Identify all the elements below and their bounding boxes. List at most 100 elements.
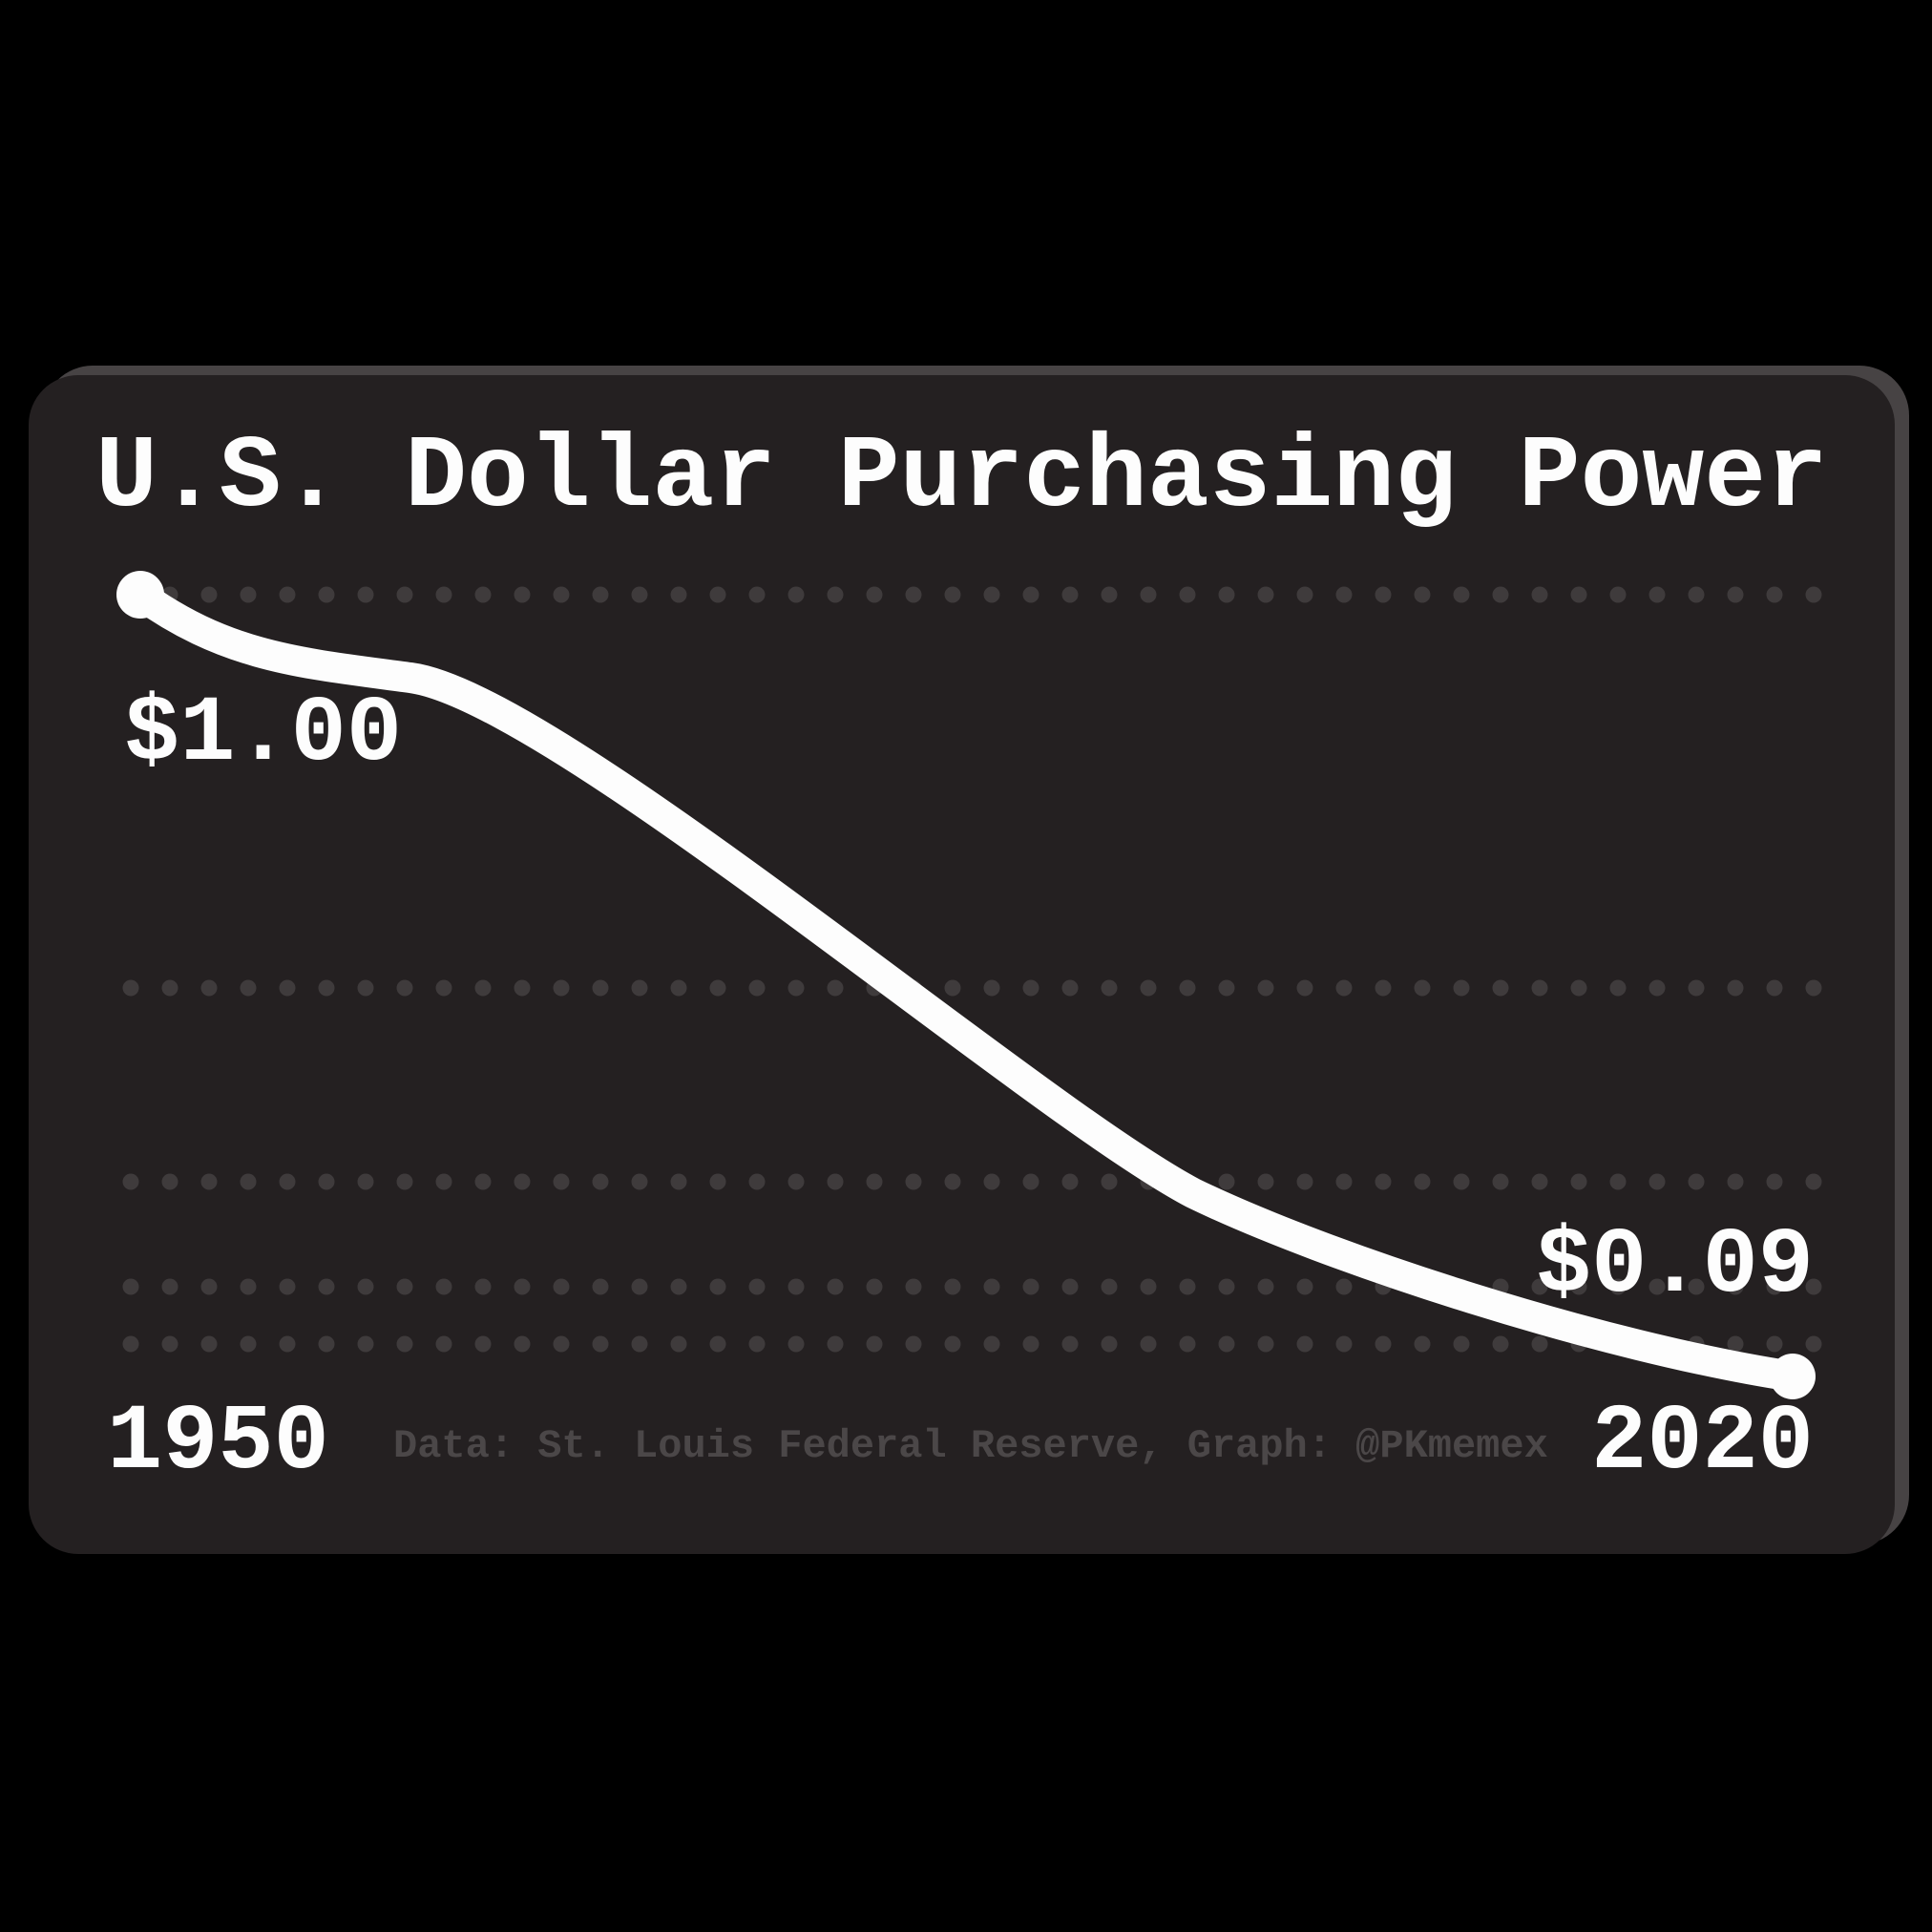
grid-dot: [1140, 586, 1157, 603]
grid-dot: [1727, 1278, 1744, 1295]
grid-dot: [1414, 979, 1431, 997]
grid-dot: [514, 1278, 531, 1295]
grid-dot: [396, 1173, 413, 1190]
grid-dot: [1766, 1335, 1783, 1353]
grid-dot: [318, 586, 335, 603]
grid-dot: [670, 586, 687, 603]
grid-dot: [631, 979, 648, 997]
grid-dot: [1805, 1335, 1822, 1353]
grid-dot: [474, 979, 492, 997]
grid-dot: [1531, 1335, 1548, 1353]
grid-dot: [1218, 1278, 1235, 1295]
grid-dot: [279, 1278, 296, 1295]
attribution-text: Data: St. Louis Federal Reserve, Graph: …: [393, 1423, 1548, 1469]
grid-dot: [1492, 586, 1509, 603]
grid-dot: [1101, 586, 1118, 603]
grid-dot: [161, 1278, 178, 1295]
grid-dot: [1453, 979, 1470, 997]
grid-dot: [944, 586, 961, 603]
grid-dot: [396, 1278, 413, 1295]
grid-dot: [1257, 1335, 1274, 1353]
grid-dot: [1061, 979, 1079, 997]
grid-dot: [1179, 1335, 1196, 1353]
grid-dot: [1688, 979, 1705, 997]
grid-dot: [1531, 979, 1548, 997]
start-point-marker: [116, 571, 164, 619]
grid-dot: [631, 586, 648, 603]
grid-dot: [553, 1173, 570, 1190]
grid-dot: [1101, 979, 1118, 997]
grid-dot: [279, 1173, 296, 1190]
grid-dot: [161, 979, 178, 997]
grid-dot: [1766, 586, 1783, 603]
grid-dot: [1296, 979, 1313, 997]
grid-dot: [357, 1278, 374, 1295]
grid-dot: [1414, 586, 1431, 603]
grid-dot: [866, 586, 883, 603]
grid-dot: [279, 979, 296, 997]
grid-dot: [1061, 1173, 1079, 1190]
grid-dot: [200, 1173, 218, 1190]
grid-dot: [1375, 586, 1392, 603]
grid-dot: [788, 1278, 805, 1295]
grid-dot: [1414, 1173, 1431, 1190]
grid-dot: [1805, 1278, 1822, 1295]
grid-dot: [983, 586, 1000, 603]
grid-dot: [514, 1335, 531, 1353]
grid-dot: [1022, 1173, 1040, 1190]
grid-dot: [748, 1278, 766, 1295]
grid-dot: [905, 586, 922, 603]
grid-dot: [1140, 1278, 1157, 1295]
grid-dot: [122, 979, 139, 997]
grid-dot: [1296, 1278, 1313, 1295]
grid-dot: [1218, 586, 1235, 603]
grid-dot: [357, 1173, 374, 1190]
grid-dot: [1688, 586, 1705, 603]
grid-dot: [788, 586, 805, 603]
grid-dot: [592, 979, 609, 997]
grid-dot: [709, 1278, 726, 1295]
grid-dot: [983, 979, 1000, 997]
grid-dot: [1101, 1335, 1118, 1353]
grid-dot: [200, 1278, 218, 1295]
grid-dot: [1375, 979, 1392, 997]
grid-dot: [1257, 1278, 1274, 1295]
grid-dot: [1609, 979, 1627, 997]
grid-dot: [1609, 1278, 1627, 1295]
grid-dot: [357, 1335, 374, 1353]
grid-dot: [983, 1278, 1000, 1295]
grid-dot: [122, 1173, 139, 1190]
grid-dot: [200, 979, 218, 997]
grid-dot: [1492, 1173, 1509, 1190]
grid-dot: [1296, 1335, 1313, 1353]
grid-dot: [1570, 979, 1587, 997]
grid-dot: [592, 1173, 609, 1190]
grid-dot: [1688, 1173, 1705, 1190]
grid-dot: [788, 1173, 805, 1190]
grid-dot: [827, 1278, 844, 1295]
grid-dot: [1179, 979, 1196, 997]
grid-dot: [1727, 979, 1744, 997]
grid-dot: [1101, 1278, 1118, 1295]
grid-dot: [827, 1335, 844, 1353]
grid-dot: [514, 1173, 531, 1190]
grid-dot: [1101, 1173, 1118, 1190]
grid-dot: [631, 1278, 648, 1295]
grid-dot: [944, 1173, 961, 1190]
grid-dot: [983, 1173, 1000, 1190]
grid-dot: [1805, 979, 1822, 997]
grid-dot: [1257, 1173, 1274, 1190]
grid-dot: [553, 1278, 570, 1295]
grid-dot: [1375, 1335, 1392, 1353]
end-value-label: $0.09: [1535, 1214, 1814, 1319]
grid-dot: [1218, 979, 1235, 997]
grid-dot: [944, 1335, 961, 1353]
grid-dot: [1022, 1335, 1040, 1353]
grid-dot: [1805, 586, 1822, 603]
grid-dot: [1061, 1335, 1079, 1353]
grid-dot: [1375, 1173, 1392, 1190]
grid-dot: [1022, 1278, 1040, 1295]
chart-card: U.S. Dollar Purchasing Power $1.00 $0.09…: [29, 375, 1895, 1554]
grid-dot: [240, 1335, 257, 1353]
grid-dot: [1531, 1278, 1548, 1295]
